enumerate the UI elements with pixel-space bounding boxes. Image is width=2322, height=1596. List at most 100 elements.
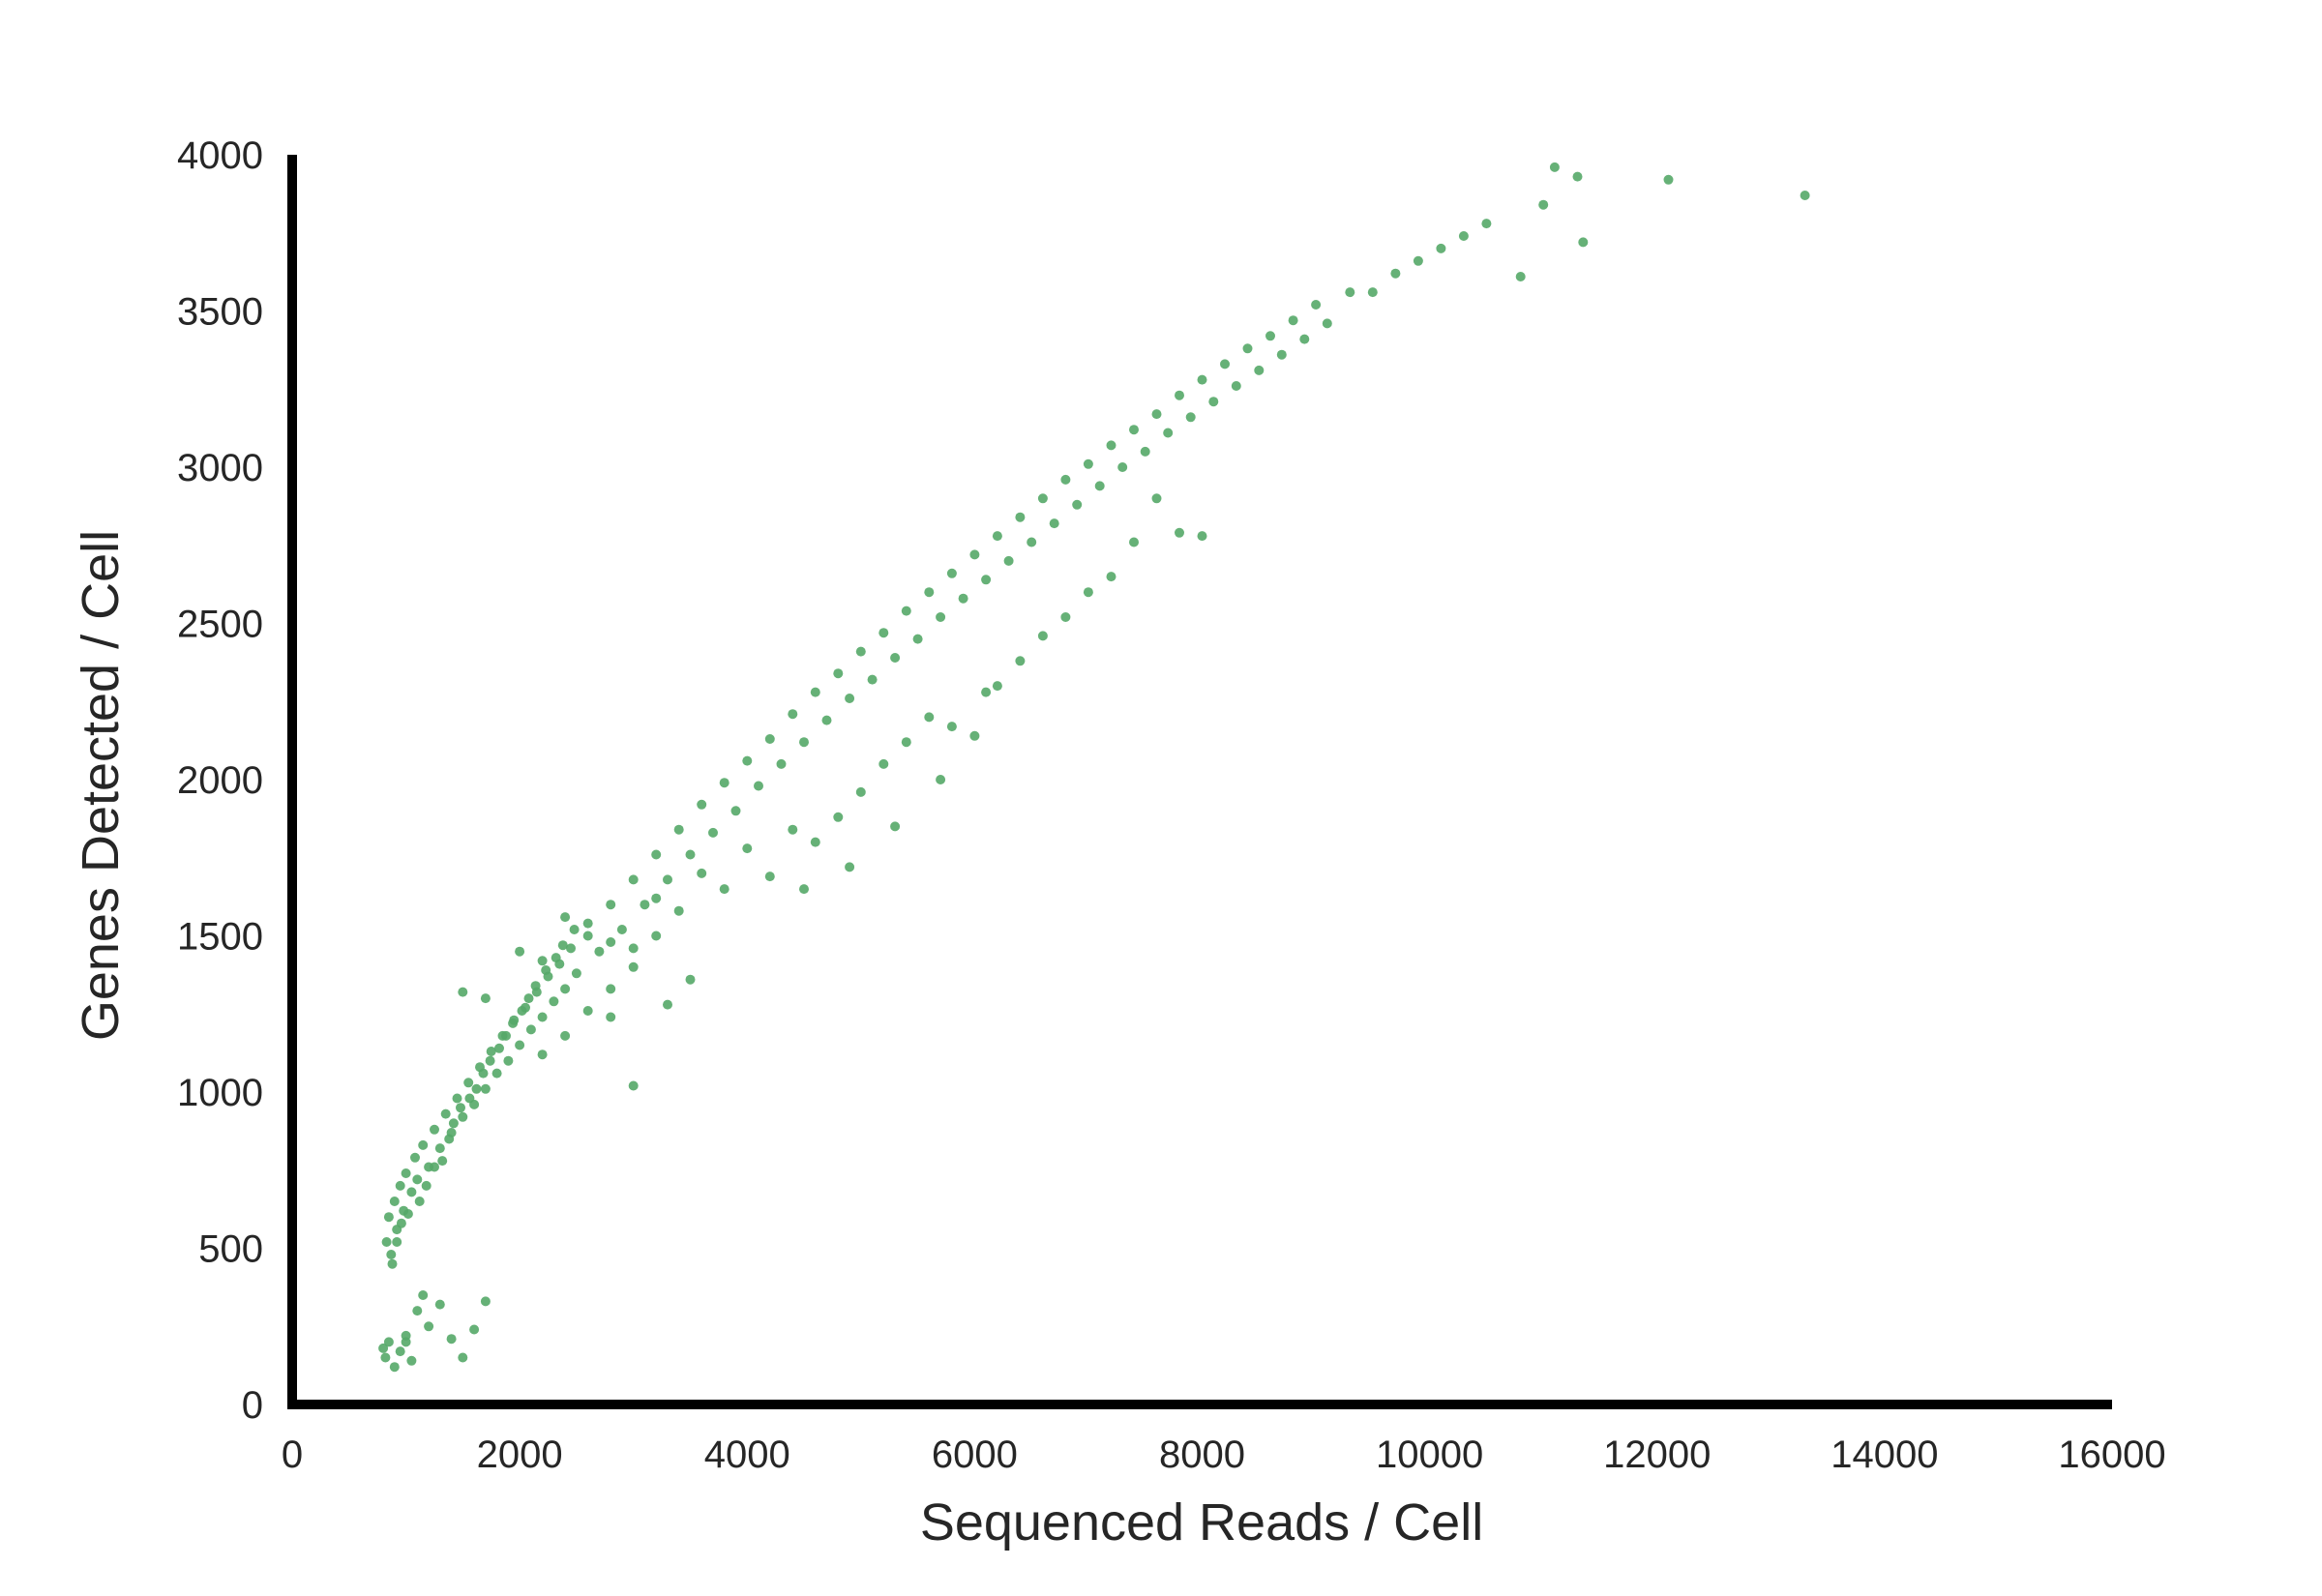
data-point [501,1030,511,1041]
data-point [1663,174,1674,185]
data-point [1083,587,1093,598]
data-point [515,946,525,957]
data-point [402,1209,413,1219]
x-tick-label: 4000 [704,1433,790,1476]
data-point [1549,162,1560,172]
data-point [924,587,935,598]
data-point [936,775,946,784]
data-point [571,968,581,979]
x-tick-label: 10000 [1376,1433,1483,1476]
data-point [1458,231,1469,241]
data-point [697,799,707,810]
data-point [924,712,935,723]
data-point [1288,315,1298,326]
data-point [1003,555,1014,566]
data-point [458,1352,468,1363]
data-point [1254,365,1265,375]
data-point [981,687,992,697]
data-point [1800,191,1810,200]
data-point [742,755,753,766]
data-point [764,872,775,882]
x-axis-title: Sequenced Reads / Cell [920,1493,1483,1552]
x-tick-label: 6000 [932,1433,1018,1476]
data-point [440,1108,451,1119]
data-point [401,1337,411,1347]
data-point [434,1143,445,1154]
data-point [494,1043,504,1053]
data-point [697,868,707,878]
data-point [946,722,957,732]
data-point [383,1337,394,1347]
data-point [651,931,662,941]
data-point [446,1334,457,1345]
data-point [833,812,844,822]
data-point [867,674,878,685]
data-point [1175,527,1184,538]
data-point [628,874,639,885]
data-point [981,575,992,585]
data-point [1265,331,1275,341]
data-point [833,668,844,679]
data-point [969,730,980,741]
data-point [464,1093,475,1104]
data-point [1436,243,1446,253]
data-point [448,1118,459,1129]
data-point [1049,518,1059,529]
data-point [1413,255,1423,266]
data-point [430,1162,439,1172]
data-point [1197,531,1207,542]
data-point [594,946,605,957]
data-point [380,1352,391,1363]
y-tick-label: 2000 [177,759,263,802]
x-tick-label: 12000 [1603,1433,1711,1476]
data-point [821,715,832,725]
data-point [569,925,580,934]
data-point [901,606,911,616]
data-point [754,781,763,791]
data-point [386,1250,397,1259]
x-tick-label: 16000 [2058,1433,2165,1476]
data-point [776,758,787,769]
data-point [469,1324,480,1335]
data-point [1060,612,1071,622]
data-point [503,1055,514,1066]
data-point [730,806,741,816]
data-point [395,1180,405,1191]
data-point [878,758,889,769]
data-point [1037,493,1048,504]
data-point [480,1296,491,1307]
data-point [799,737,809,748]
data-point [673,905,684,916]
data-point [478,1068,489,1079]
y-tick-label: 3000 [177,447,263,489]
data-point [1151,409,1162,420]
data-point [582,918,593,929]
data-point [606,984,616,994]
data-point [549,996,559,1007]
data-point [1481,219,1492,229]
data-point [410,1152,420,1163]
data-point [1276,349,1287,360]
y-tick-labels: 0 500 1000 1500 2000 2500 3000 3500 4000 [177,134,263,1427]
data-point [517,1006,527,1016]
data-point [389,1362,400,1373]
data-point [463,1078,474,1088]
data-point [992,681,1002,692]
data-point [434,1299,445,1310]
data-point [764,734,775,744]
data-point [537,1012,548,1022]
data-point [855,646,866,657]
data-point [437,1156,448,1167]
data-point [401,1168,411,1178]
data-point [458,1111,468,1122]
data-point [628,1080,639,1091]
data-point [708,827,718,838]
data-point [1106,572,1116,582]
data-point [606,900,616,910]
data-point [1367,287,1378,298]
data-point [471,1083,482,1094]
data-point [946,568,957,578]
data-point [958,593,968,604]
x-tick-label: 14000 [1831,1433,1938,1476]
